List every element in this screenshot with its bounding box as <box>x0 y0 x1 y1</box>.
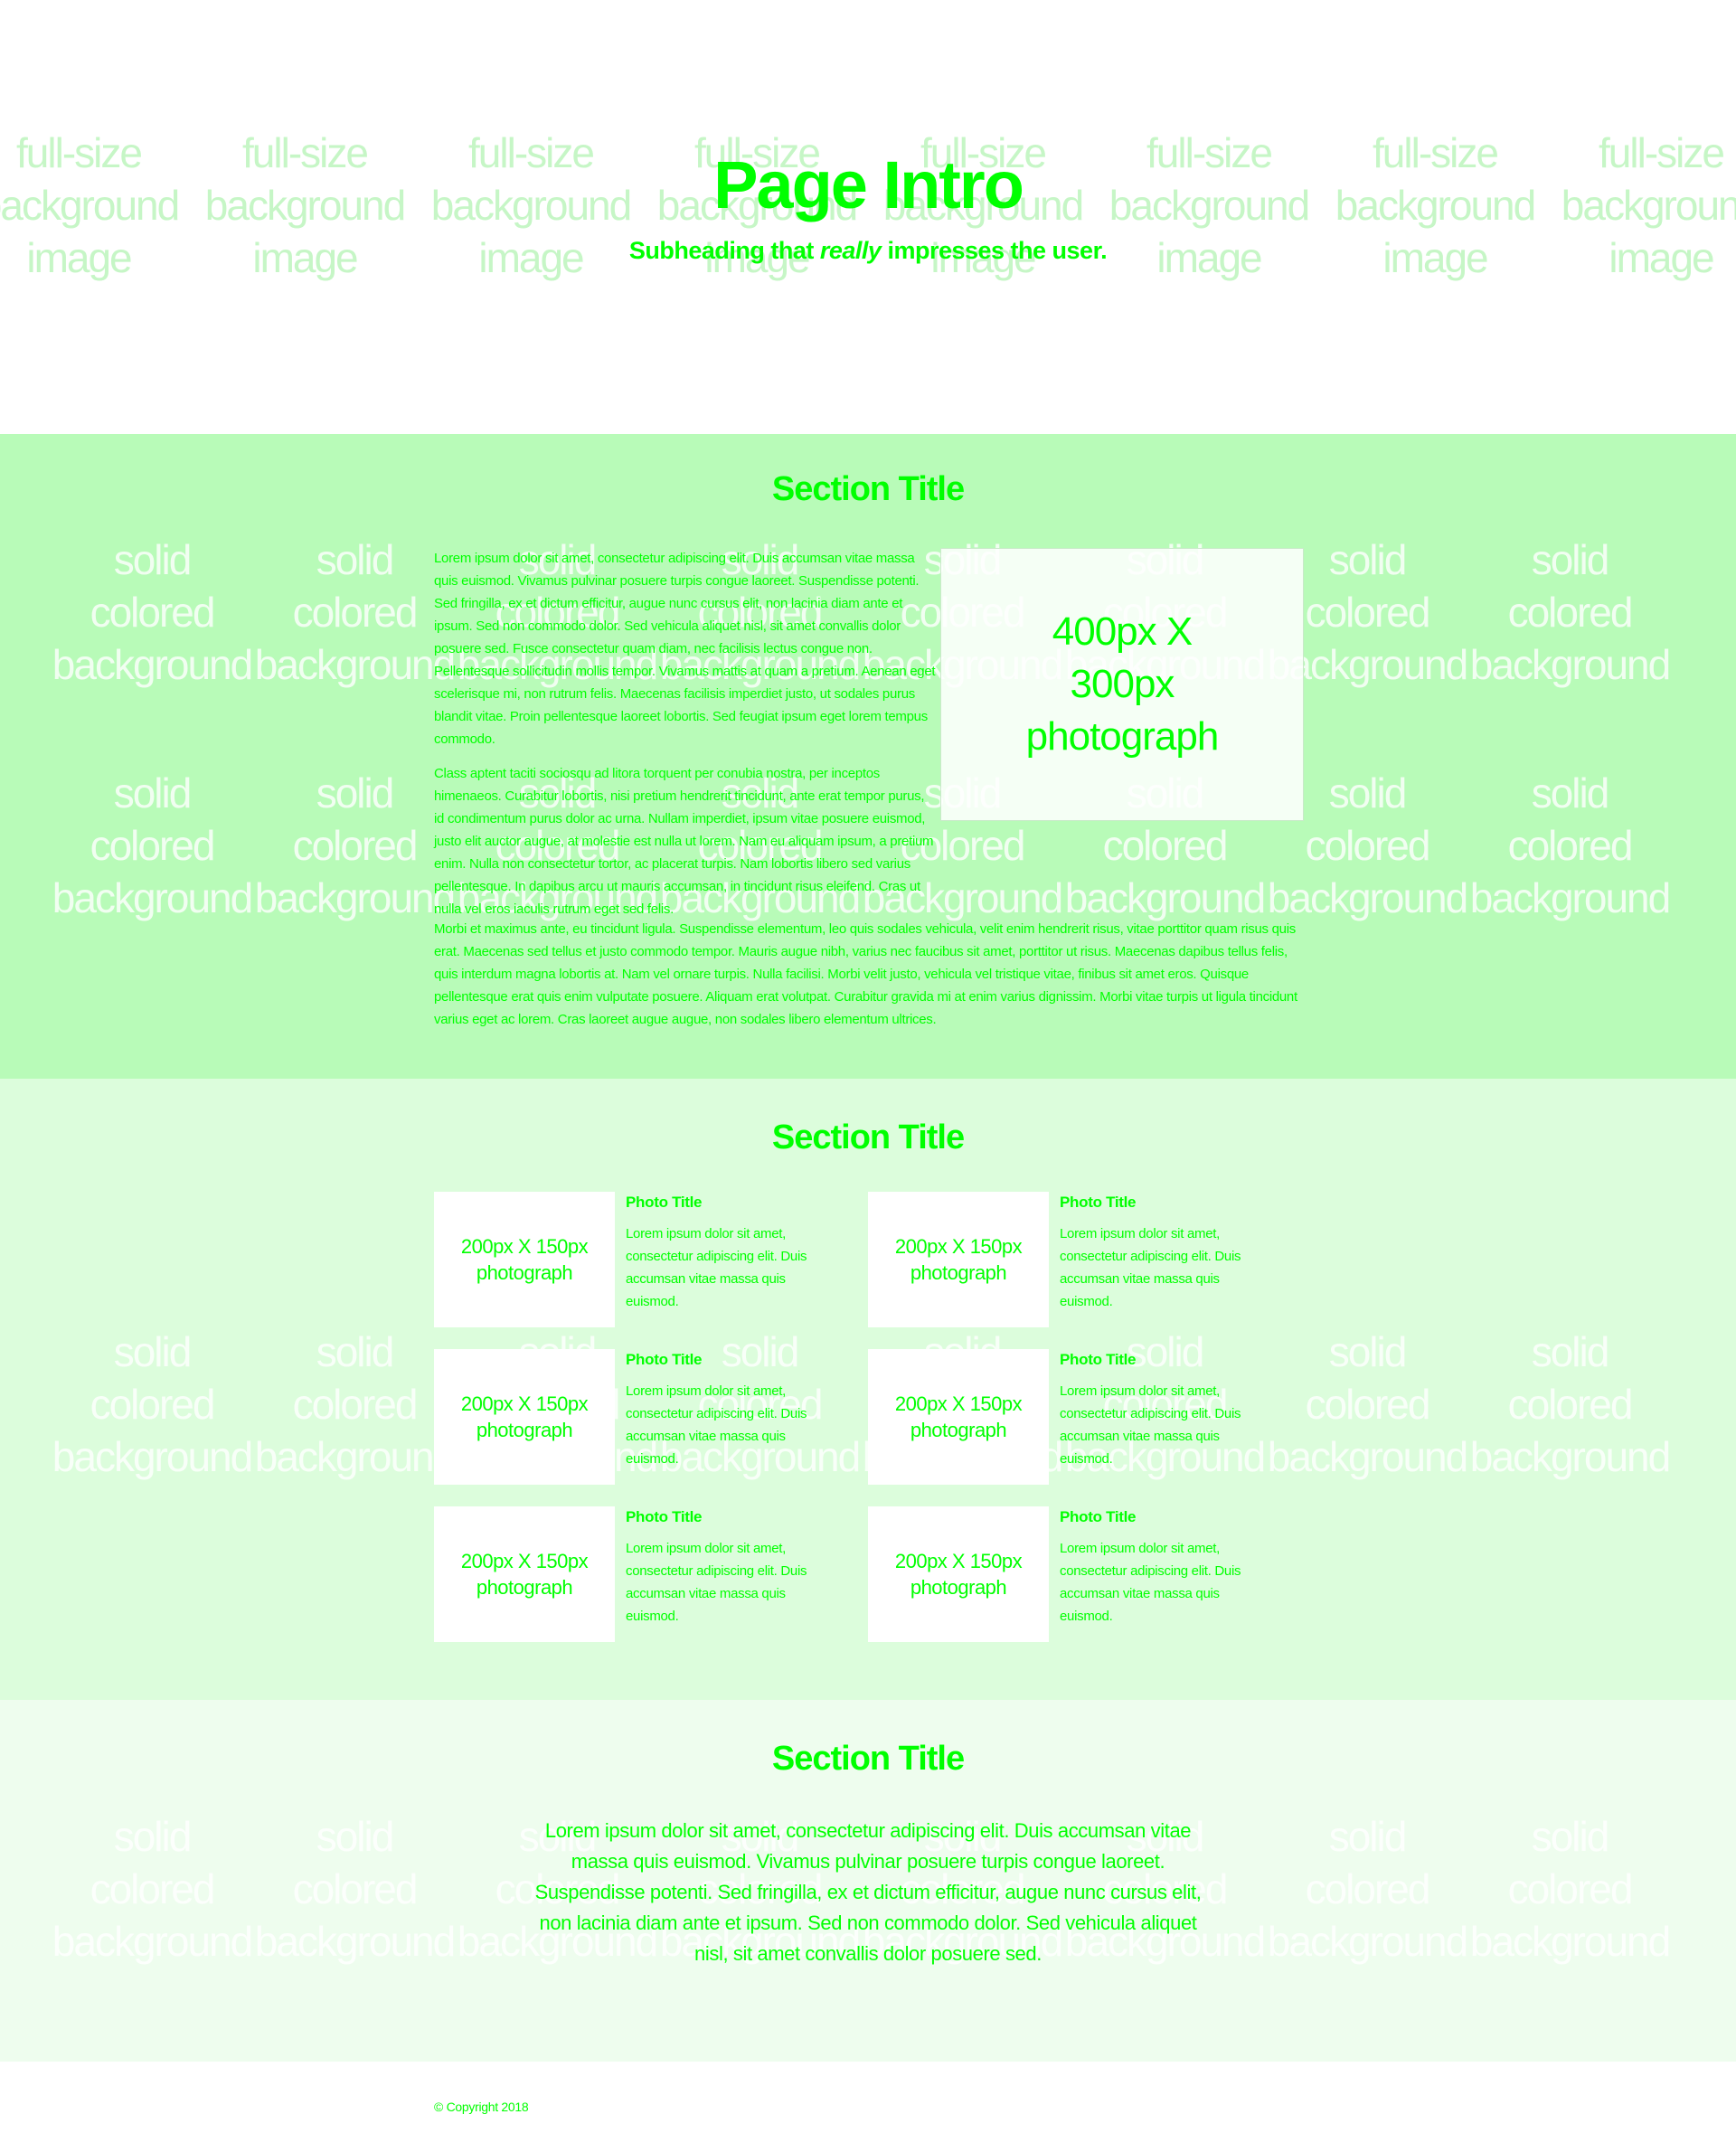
page-subtitle: Subheading that really impresses the use… <box>0 237 1736 265</box>
photo-title: Photo Title <box>626 1351 703 1368</box>
photo-title: Photo Title <box>626 1508 703 1525</box>
section-title: Section Title <box>771 470 965 508</box>
copyright-text: © Copyright 2018 <box>434 2100 529 2114</box>
photo-caption: Lorem ipsum dolor sit amet, consectetur … <box>1060 1226 1241 1309</box>
photo-caption: Lorem ipsum dolor sit amet, consectetur … <box>626 1226 807 1309</box>
photo-label: 200px X 150px photograph <box>460 1235 589 1284</box>
content-section-1: solid colored background solid colored backg… <box>0 434 1736 1079</box>
photo-placeholder: 200px X 150px photograph <box>434 1349 615 1485</box>
photo-placeholder: 200px X 150px photograph <box>868 1192 1049 1327</box>
photo-title: Photo Title <box>1060 1508 1137 1525</box>
section-title: Section Title <box>771 1118 965 1156</box>
photo-card: 200px X 150px photograph Photo Title Lor… <box>868 1192 1284 1327</box>
photo-card: 200px X 150px photograph Photo Title Lor… <box>434 1192 850 1327</box>
section-body-wide: Morbi et maximus ante, eu tincidunt ligu… <box>434 918 1297 1031</box>
paragraph: Morbi et maximus ante, eu tincidunt ligu… <box>434 921 1297 1027</box>
section-body-centered: Lorem ipsum dolor sit amet, consectetur … <box>534 1819 1202 1965</box>
paragraph: Class aptent taciti sociosqu ad litora t… <box>434 766 934 917</box>
content-section-2: solid colored background solid colored backg… <box>0 1079 1736 1700</box>
photo-label: 400px X 300px photograph <box>1025 609 1220 759</box>
photo-placeholder-large: 400px X 300px photograph <box>940 548 1304 821</box>
photo-card: 200px X 150px photograph Photo Title Lor… <box>434 1506 850 1642</box>
photo-label: 200px X 150px photograph <box>460 1392 589 1441</box>
photo-caption: Lorem ipsum dolor sit amet, consectetur … <box>626 1541 807 1624</box>
photo-title: Photo Title <box>1060 1351 1137 1368</box>
photo-placeholder: 200px X 150px photograph <box>434 1506 615 1642</box>
photo-label: 200px X 150px photograph <box>460 1550 589 1599</box>
subtitle-emphasis: really <box>819 237 882 264</box>
photo-placeholder: 200px X 150px photograph <box>868 1349 1049 1485</box>
section-title: Section Title <box>771 1740 965 1778</box>
photo-caption: Lorem ipsum dolor sit amet, consectetur … <box>626 1383 807 1467</box>
photo-card: 200px X 150px photograph Photo Title Lor… <box>434 1349 850 1485</box>
photo-label: 200px X 150px photograph <box>894 1392 1023 1441</box>
content-section-3: solid colored background solid colored backg… <box>0 1700 1736 2062</box>
page-title: Page Intro <box>713 147 1024 222</box>
photo-card: 200px X 150px photograph Photo Title Lor… <box>868 1349 1284 1485</box>
photo-card: 200px X 150px photograph Photo Title Lor… <box>868 1506 1284 1642</box>
photo-label: 200px X 150px photograph <box>894 1550 1023 1599</box>
footer: © Copyright 2018 <box>0 2062 1736 2152</box>
photo-label: 200px X 150px photograph <box>894 1235 1023 1284</box>
subtitle-text: Subheading that <box>628 237 820 264</box>
photo-caption: Lorem ipsum dolor sit amet, consectetur … <box>1060 1383 1241 1467</box>
photo-caption: Lorem ipsum dolor sit amet, consectetur … <box>1060 1541 1241 1624</box>
photo-placeholder: 200px X 150px photograph <box>434 1192 615 1327</box>
section-body-continued: Class aptent taciti sociosqu ad litora t… <box>434 762 1297 920</box>
subtitle-text-end: impresses the user. <box>881 237 1108 264</box>
photo-title: Photo Title <box>626 1194 703 1211</box>
photo-title: Photo Title <box>1060 1194 1137 1211</box>
paragraph: Lorem ipsum dolor sit amet, consectetur … <box>434 551 936 747</box>
photo-placeholder: 200px X 150px photograph <box>868 1506 1049 1642</box>
section-body: Lorem ipsum dolor sit amet, consectetur … <box>434 547 936 761</box>
